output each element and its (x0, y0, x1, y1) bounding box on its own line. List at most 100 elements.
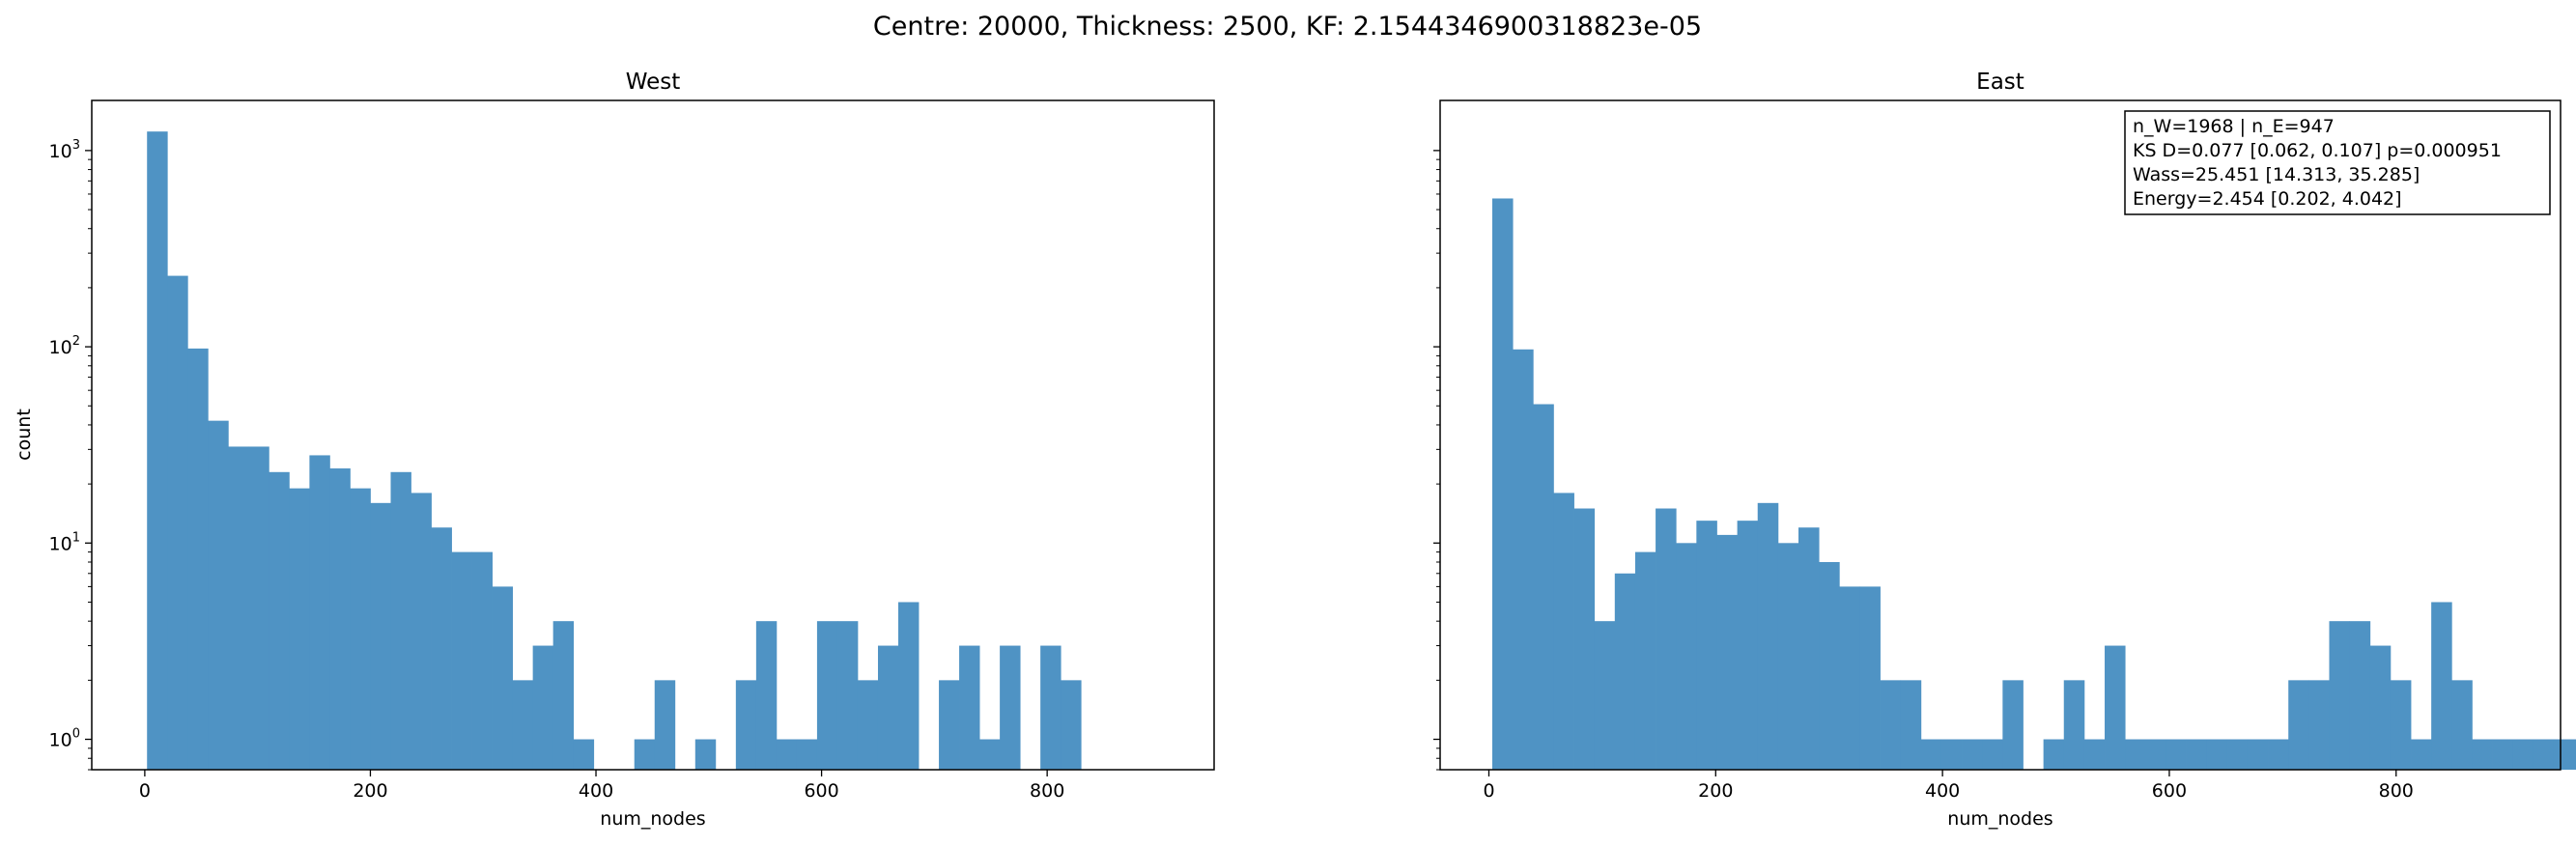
east-histogram-bar (1859, 586, 1881, 770)
west-title: West (626, 70, 681, 95)
east-histogram-bar (1513, 349, 1534, 770)
west-histogram-bar (431, 527, 452, 770)
east-histogram-bar (1798, 527, 1820, 770)
west-x-tick-label: 800 (1030, 780, 1064, 802)
stats-line-ks: KS D=0.077 [0.062, 0.107] p=0.000951 (2133, 140, 2502, 161)
east-x-ticks: 0 200 400 600 800 (1483, 770, 2414, 802)
west-x-tick-label: 0 (139, 780, 151, 802)
east-histogram-bar (2472, 739, 2493, 770)
east-histogram-bar (1839, 586, 1860, 770)
east-histogram-bar (1676, 543, 1697, 770)
west-histogram-bar (694, 739, 717, 770)
west-histogram-bar (309, 455, 330, 770)
east-x-tick-label: 0 (1483, 780, 1494, 802)
east-histogram-bar (2002, 680, 2024, 770)
east-histogram-bar (1962, 739, 1983, 770)
east-histogram-bar (2553, 739, 2575, 770)
east-histogram-bar (2247, 739, 2269, 770)
east-histogram-bar (1900, 680, 1922, 770)
east-histogram-bar (1492, 198, 1514, 771)
east-histogram-bar (2492, 739, 2514, 770)
east-histogram-bar (2533, 739, 2555, 770)
west-histogram-bar (634, 739, 656, 770)
east-title: East (1976, 70, 2024, 95)
west-histogram-bar (269, 471, 290, 770)
west-histogram-bar (1000, 645, 1021, 770)
west-axes-frame (91, 99, 1215, 771)
east-histogram-bar (2329, 621, 2351, 770)
west-x-tick-label: 400 (579, 780, 613, 802)
east-histogram-bar (1533, 404, 1554, 770)
west-histogram-bar (755, 621, 778, 770)
stats-box: n_W=1968 | n_E=947 KS D=0.077 [0.062, 0.… (2124, 110, 2551, 215)
east-histogram-bar (2288, 680, 2309, 770)
west-histogram-bar (552, 621, 575, 770)
east-histogram-bar (2268, 739, 2289, 770)
east-histogram-bar (2206, 739, 2228, 770)
west-histogram-bar (796, 739, 818, 770)
east-histogram-bar (1920, 739, 1942, 770)
east-histogram-bar (2043, 739, 2065, 770)
east-histogram-bar (2186, 739, 2208, 770)
west-bars (147, 131, 1082, 770)
west-x-tick-label: 600 (804, 780, 838, 802)
east-histogram-bar (2574, 739, 2576, 770)
east-histogram-bar (1819, 562, 1840, 770)
east-histogram-bar (2145, 739, 2166, 770)
west-histogram-bar (573, 739, 595, 770)
west-histogram-bar (959, 645, 980, 770)
east-histogram-bar (1594, 621, 1616, 770)
east-histogram-bar (1940, 739, 1963, 770)
west-histogram-bar (492, 586, 513, 770)
west-histogram-bar (939, 680, 960, 770)
west-histogram-bar (836, 621, 859, 770)
east-histogram-bar (1614, 573, 1636, 770)
east-x-tick-label: 400 (1925, 780, 1960, 802)
west-histogram-bar (208, 420, 229, 770)
east-histogram-bar (2166, 739, 2187, 770)
west-histogram-bar (248, 446, 269, 770)
west-histogram-bar (329, 468, 351, 770)
stats-line-wass: Wass=25.451 [14.313, 35.285] (2133, 164, 2420, 185)
west-x-tick-label: 200 (353, 780, 387, 802)
east-histogram-bar (1696, 521, 1717, 770)
west-histogram-bar (735, 680, 757, 770)
east-panel: East 0 200 400 600 800 num_nodes n_W=1968 | … (1433, 70, 2576, 830)
west-histogram-bar (147, 131, 168, 770)
west-histogram-bar (979, 739, 1001, 770)
east-histogram-bar (2308, 680, 2330, 770)
east-histogram-bar (2083, 739, 2106, 770)
east-axes-frame (1439, 99, 2562, 771)
west-x-ticks: 0 200 400 600 800 (139, 770, 1064, 802)
west-histogram-bar (857, 680, 879, 770)
west-x-axis-label: num_nodes (600, 808, 705, 830)
figure-suptitle: Centre: 20000, Thickness: 2500, KF: 2.15… (873, 12, 1702, 42)
west-histogram-bar (1061, 680, 1082, 770)
east-histogram-bar (2512, 739, 2534, 770)
east-histogram-bar (1737, 521, 1759, 770)
west-histogram-bar (228, 446, 249, 770)
east-histogram-bar (1716, 534, 1739, 770)
east-histogram-bar (2390, 680, 2412, 770)
stats-box-frame (2124, 110, 2551, 215)
east-histogram-bar (1982, 739, 2003, 770)
west-histogram-bar (410, 493, 432, 770)
west-histogram-bar (512, 680, 534, 770)
west-histogram-bar (451, 551, 472, 770)
west-y-axis-label: count (14, 409, 35, 461)
west-y-ticks: 100 101 102 103 (49, 138, 92, 771)
east-histogram-bar (2349, 621, 2371, 770)
west-panel: West 0 200 400 600 800 100 101 102 103 num_node… (14, 70, 1215, 830)
west-histogram-bar (370, 502, 391, 770)
east-histogram-bar (1757, 502, 1779, 770)
east-histogram-bar (1553, 493, 1574, 770)
west-histogram-bar (390, 471, 411, 770)
east-histogram-bar (2105, 645, 2126, 770)
east-x-tick-label: 800 (2379, 780, 2414, 802)
west-histogram-bar (471, 551, 493, 770)
west-histogram-bar (654, 680, 676, 770)
east-histogram-bar (2431, 602, 2452, 770)
east-histogram-bar (2451, 680, 2473, 770)
east-x-tick-label: 200 (1698, 780, 1733, 802)
east-histogram-bar (2125, 739, 2146, 770)
